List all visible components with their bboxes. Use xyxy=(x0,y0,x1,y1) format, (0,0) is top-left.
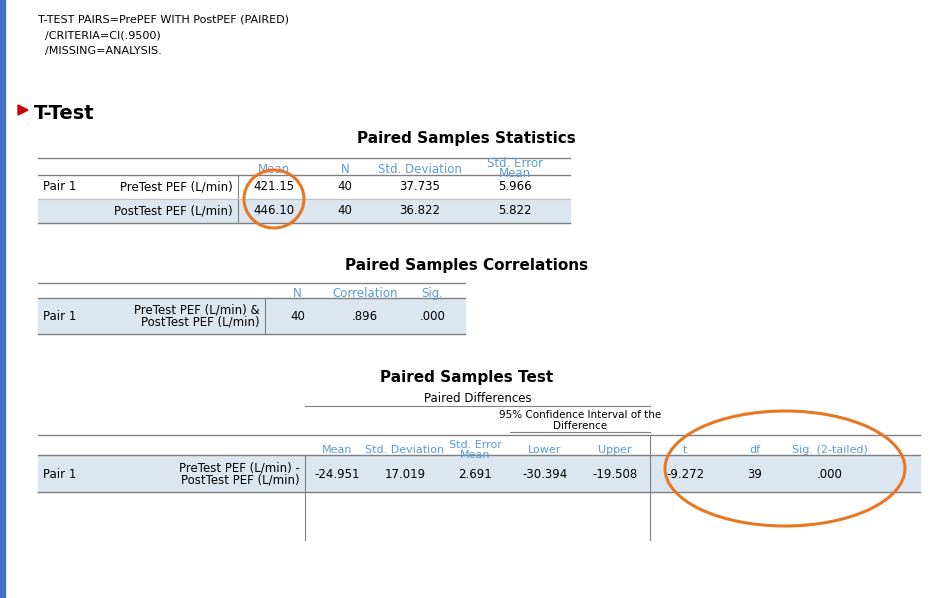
Text: PreTest PEF (L/min) -: PreTest PEF (L/min) - xyxy=(179,462,300,474)
Text: 40: 40 xyxy=(338,181,353,194)
Bar xyxy=(38,298,465,334)
Text: 5.822: 5.822 xyxy=(498,205,532,218)
Text: Sig. (2-tailed): Sig. (2-tailed) xyxy=(792,445,868,455)
Text: Mean: Mean xyxy=(460,450,490,460)
Text: /MISSING=ANALYSIS.: /MISSING=ANALYSIS. xyxy=(38,46,161,56)
Text: 95% Confidence Interval of the: 95% Confidence Interval of the xyxy=(499,410,661,420)
Text: 37.735: 37.735 xyxy=(399,181,440,194)
Text: PreTest PEF (L/min): PreTest PEF (L/min) xyxy=(120,181,233,194)
Text: Sig.: Sig. xyxy=(422,287,443,300)
Text: Paired Samples Statistics: Paired Samples Statistics xyxy=(357,131,576,146)
Text: T-Test: T-Test xyxy=(34,104,94,123)
Text: -30.394: -30.394 xyxy=(522,468,567,481)
Text: 17.019: 17.019 xyxy=(384,468,425,481)
Text: Mean: Mean xyxy=(499,167,531,180)
Text: N: N xyxy=(341,163,349,176)
Text: Lower: Lower xyxy=(528,445,562,455)
Text: Mean: Mean xyxy=(322,445,353,455)
Text: Std. Error: Std. Error xyxy=(487,157,543,170)
Text: PreTest PEF (L/min) &: PreTest PEF (L/min) & xyxy=(134,304,260,316)
Text: .896: .896 xyxy=(352,310,378,322)
Text: 40: 40 xyxy=(290,310,305,322)
Text: T-TEST PAIRS=PrePEF WITH PostPEF (PAIRED): T-TEST PAIRS=PrePEF WITH PostPEF (PAIRED… xyxy=(38,14,289,24)
Text: .000: .000 xyxy=(817,468,842,481)
Text: PostTest PEF (L/min): PostTest PEF (L/min) xyxy=(181,474,300,487)
Bar xyxy=(38,199,570,223)
Text: Std. Deviation: Std. Deviation xyxy=(378,163,462,176)
Text: Pair 1: Pair 1 xyxy=(43,310,77,322)
Text: -19.508: -19.508 xyxy=(592,468,637,481)
Text: Paired Samples Correlations: Paired Samples Correlations xyxy=(345,258,588,273)
Text: 40: 40 xyxy=(338,205,353,218)
Text: PostTest PEF (L/min): PostTest PEF (L/min) xyxy=(142,316,260,328)
Text: Upper: Upper xyxy=(598,445,632,455)
Text: t: t xyxy=(683,445,688,455)
Text: Mean: Mean xyxy=(258,163,290,176)
Text: 421.15: 421.15 xyxy=(254,181,295,194)
Text: 36.822: 36.822 xyxy=(399,205,440,218)
Text: PostTest PEF (L/min): PostTest PEF (L/min) xyxy=(115,205,233,218)
Text: Paired Differences: Paired Differences xyxy=(424,392,531,405)
Text: Paired Samples Test: Paired Samples Test xyxy=(380,370,553,385)
Text: 446.10: 446.10 xyxy=(254,205,295,218)
Polygon shape xyxy=(18,105,28,115)
Bar xyxy=(38,455,920,492)
Text: 2.691: 2.691 xyxy=(458,468,492,481)
Text: 5.966: 5.966 xyxy=(498,181,532,194)
Text: -9.272: -9.272 xyxy=(666,468,704,481)
Bar xyxy=(0,0,5,598)
Text: Correlation: Correlation xyxy=(332,287,397,300)
Text: 39: 39 xyxy=(747,468,762,481)
Text: Pair 1: Pair 1 xyxy=(43,181,77,194)
Text: Pair 1: Pair 1 xyxy=(43,468,77,481)
Text: Difference: Difference xyxy=(553,421,607,431)
Text: df: df xyxy=(749,445,760,455)
Text: .000: .000 xyxy=(420,310,445,322)
Text: N: N xyxy=(293,287,302,300)
Text: /CRITERIA=CI(.9500): /CRITERIA=CI(.9500) xyxy=(38,30,160,40)
Text: -24.951: -24.951 xyxy=(314,468,360,481)
Text: Std. Error: Std. Error xyxy=(449,440,501,450)
Text: Std. Deviation: Std. Deviation xyxy=(366,445,444,455)
